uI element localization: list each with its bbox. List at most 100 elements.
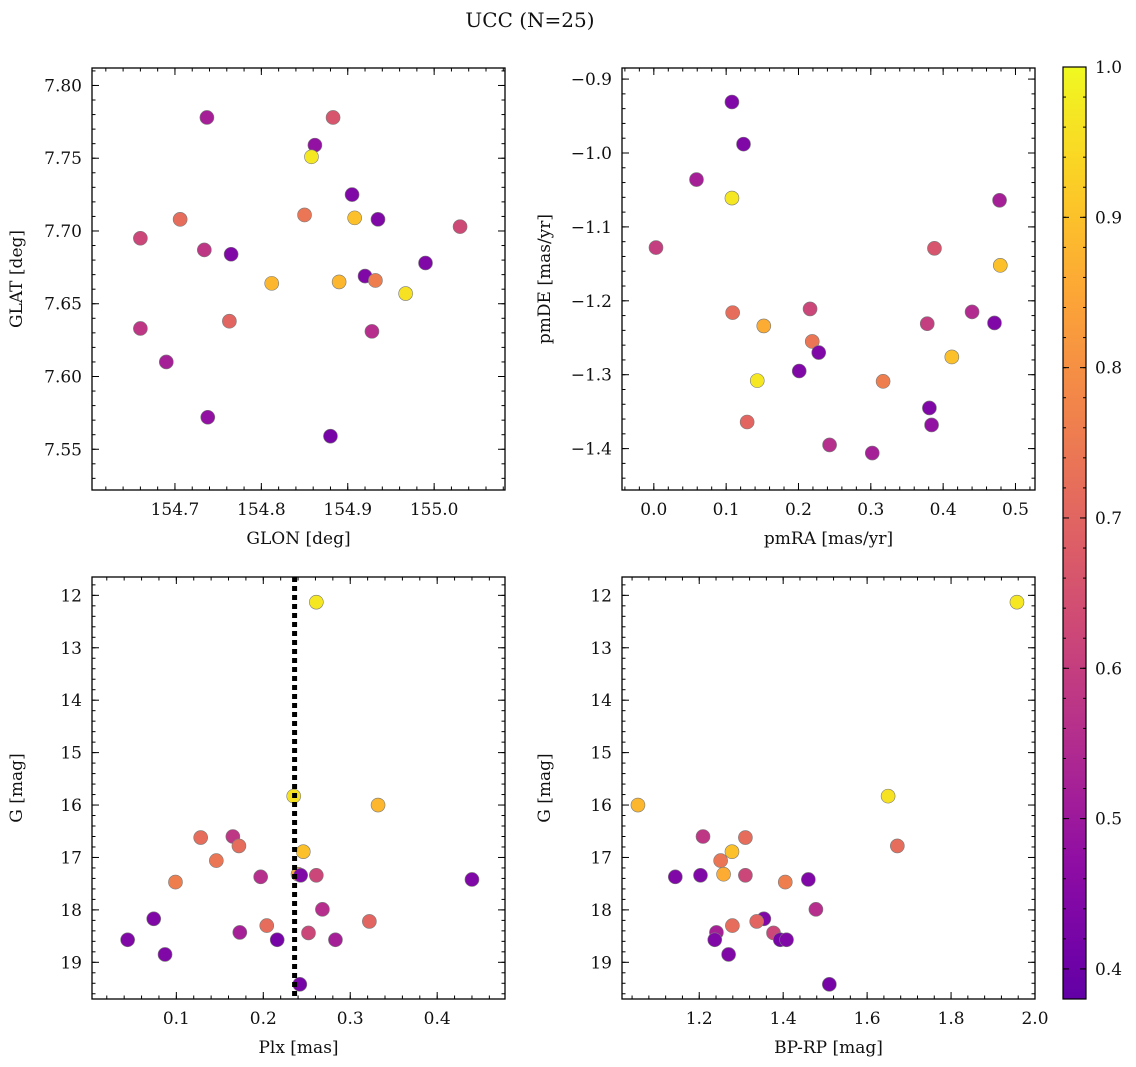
data-point <box>992 258 1008 273</box>
data-point <box>159 354 174 370</box>
y-axis-label: GLAT [deg] <box>7 230 27 328</box>
data-point <box>721 947 736 962</box>
y-tick-label: −1.3 <box>571 366 612 386</box>
data-point <box>172 212 188 227</box>
y-tick-label: 18 <box>60 901 82 921</box>
x-axis-label: pmRA [mas/yr] <box>764 529 893 549</box>
data-point <box>259 918 275 933</box>
data-point <box>749 914 765 929</box>
data-point <box>232 925 248 940</box>
data-point <box>738 830 753 845</box>
data-point <box>304 149 319 165</box>
plot-area <box>120 577 480 999</box>
figure-title: UCC (N=25) <box>465 8 594 32</box>
y-tick-label: −1.4 <box>571 440 612 460</box>
data-point <box>309 594 324 610</box>
plot-area <box>648 94 1008 461</box>
data-point <box>222 313 237 329</box>
y-axis-label: pmDE [mas/yr] <box>535 214 555 344</box>
data-point <box>922 400 937 416</box>
y-tick-label: 7.75 <box>44 149 82 169</box>
colorbar-tick-label: 0.8 <box>1095 359 1122 379</box>
data-point <box>370 212 386 227</box>
x-tick-label: 154.7 <box>151 500 200 520</box>
y-axis-label: G [mag] <box>535 753 555 822</box>
y-tick-label: 19 <box>590 953 612 973</box>
data-point <box>269 932 285 948</box>
data-point <box>157 947 173 962</box>
panel-glon-glat: 154.7 154.8 154.9 155.0 7.55 7.60 7.65 7.70 7.75… <box>7 67 506 549</box>
data-point <box>739 414 755 430</box>
data-point <box>944 349 960 365</box>
y-tick-label: 19 <box>60 953 82 973</box>
data-point <box>724 190 740 206</box>
y-tick-label: 7.70 <box>44 222 82 242</box>
data-point <box>927 241 942 256</box>
data-point <box>880 788 896 804</box>
data-point <box>725 918 740 933</box>
data-point <box>802 301 818 317</box>
data-point <box>801 872 816 887</box>
x-tick-label: 0.1 <box>163 1009 190 1029</box>
data-point <box>231 838 247 854</box>
y-tick-label: −1.2 <box>571 292 612 312</box>
data-point <box>630 797 646 813</box>
data-point <box>693 867 708 883</box>
y-tick-label: 15 <box>60 744 82 764</box>
y-tick-label: 12 <box>60 586 82 606</box>
y-tick-label: 7.60 <box>44 367 82 387</box>
x-tick-label: 154.8 <box>237 500 286 520</box>
colorbar-tick-label: 0.7 <box>1095 509 1122 529</box>
colorbar-tick-label: 1.0 <box>1095 58 1122 78</box>
data-point <box>362 914 377 929</box>
x-tick-label: 0.3 <box>857 500 884 520</box>
data-point <box>689 172 704 187</box>
x-tick-label: 1.2 <box>686 1009 713 1029</box>
colorbar-tick-label: 0.5 <box>1095 810 1122 830</box>
data-point <box>464 872 480 887</box>
plot-frame <box>621 576 1036 1000</box>
y-tick-label: 7.55 <box>44 440 82 460</box>
y-tick-label: 14 <box>60 691 82 711</box>
data-point <box>200 409 216 425</box>
data-point <box>777 874 793 890</box>
data-point <box>822 977 837 992</box>
y-tick-label: 12 <box>590 586 612 606</box>
y-tick-label: 17 <box>590 848 612 868</box>
data-point <box>133 230 148 246</box>
data-point <box>779 932 794 948</box>
x-tick-label: 0.1 <box>713 500 740 520</box>
data-point <box>197 242 212 258</box>
data-point <box>738 867 753 883</box>
x-tick-label: 0.2 <box>250 1009 277 1029</box>
data-point <box>919 316 935 332</box>
data-point <box>992 192 1007 208</box>
tick-marks <box>92 68 505 490</box>
data-point <box>890 838 905 854</box>
data-point <box>725 305 740 320</box>
data-point <box>695 829 711 844</box>
data-point <box>452 219 468 234</box>
data-point <box>328 932 343 948</box>
plot-frame <box>91 67 506 491</box>
data-point <box>924 417 939 433</box>
data-point <box>875 374 891 389</box>
data-point <box>398 286 413 301</box>
y-tick-label: 7.80 <box>44 76 82 96</box>
data-point <box>724 94 740 110</box>
data-point <box>1009 594 1025 610</box>
data-point <box>297 207 312 223</box>
y-tick-label: 15 <box>590 744 612 764</box>
x-tick-label: 0.4 <box>424 1009 451 1029</box>
x-tick-label: 0.2 <box>785 500 812 520</box>
plot-area <box>630 594 1025 992</box>
data-point <box>648 240 664 255</box>
colorbar-tick-label: 0.6 <box>1095 659 1122 679</box>
y-tick-label: 17 <box>60 848 82 868</box>
data-point <box>325 110 341 125</box>
data-point <box>301 925 316 941</box>
y-tick-label: 16 <box>60 796 82 816</box>
data-point <box>168 874 183 890</box>
data-point <box>864 445 880 461</box>
x-tick-label: 1.6 <box>854 1009 881 1029</box>
